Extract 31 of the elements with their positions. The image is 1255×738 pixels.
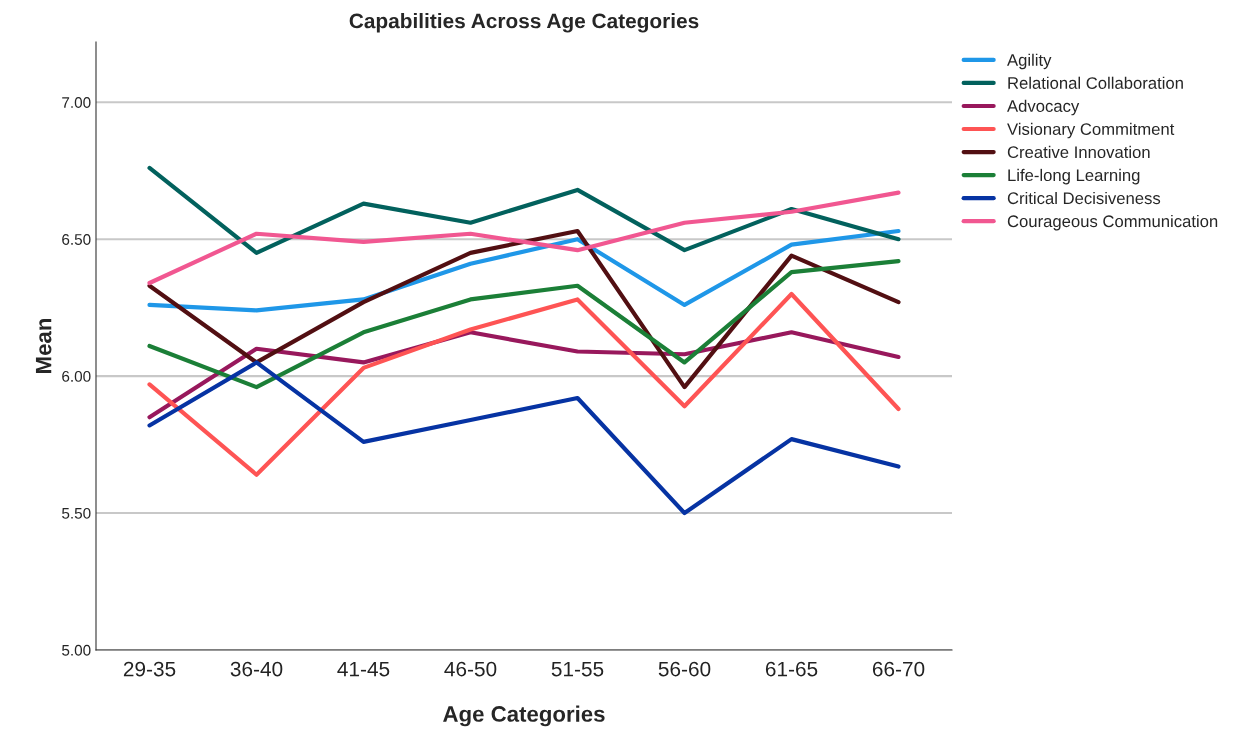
line-series [147, 190, 901, 286]
legend-label: Visionary Commitment [1007, 122, 1175, 139]
y-tick-label: 6.50 [62, 234, 91, 245]
line-series [147, 259, 901, 390]
x-tick-label: 61-65 [765, 661, 818, 677]
legend-label: Agility [1007, 53, 1052, 70]
y-axis-title: Mean [35, 318, 52, 373]
y-tick-label: 5.00 [62, 644, 91, 656]
x-tick-label: 66-70 [872, 661, 925, 677]
legend-label: Courageous Communication [1007, 214, 1218, 231]
x-axis-title: Age Categories [443, 705, 605, 727]
x-tick-label: 29-35 [123, 661, 176, 677]
legend-label: Critical Decisiveness [1007, 191, 1161, 205]
line-series [147, 228, 901, 313]
line-series [147, 228, 901, 390]
y-tick-label: 7.00 [62, 97, 91, 108]
y-tick-label: 5.50 [62, 507, 91, 519]
x-tick-label: 46-50 [444, 661, 497, 677]
chart-title: Capabilities Across Age Categories [349, 13, 699, 33]
x-tick-label: 51-55 [551, 661, 604, 677]
x-tick-label: 56-60 [658, 661, 711, 677]
x-tick-label: 36-40 [230, 661, 283, 677]
legend-label: Relational Collaboration [1008, 76, 1183, 89]
x-tick-label: 41-45 [337, 661, 390, 677]
line-series [147, 291, 901, 477]
legend-label: Life-long Learning [1008, 168, 1140, 185]
y-tick-label: 6.00 [62, 370, 91, 382]
legend-label: Advocacy [1007, 99, 1080, 116]
line-series [147, 165, 901, 255]
line-series [147, 360, 901, 516]
legend-label: Creative Innovation [1007, 145, 1150, 159]
